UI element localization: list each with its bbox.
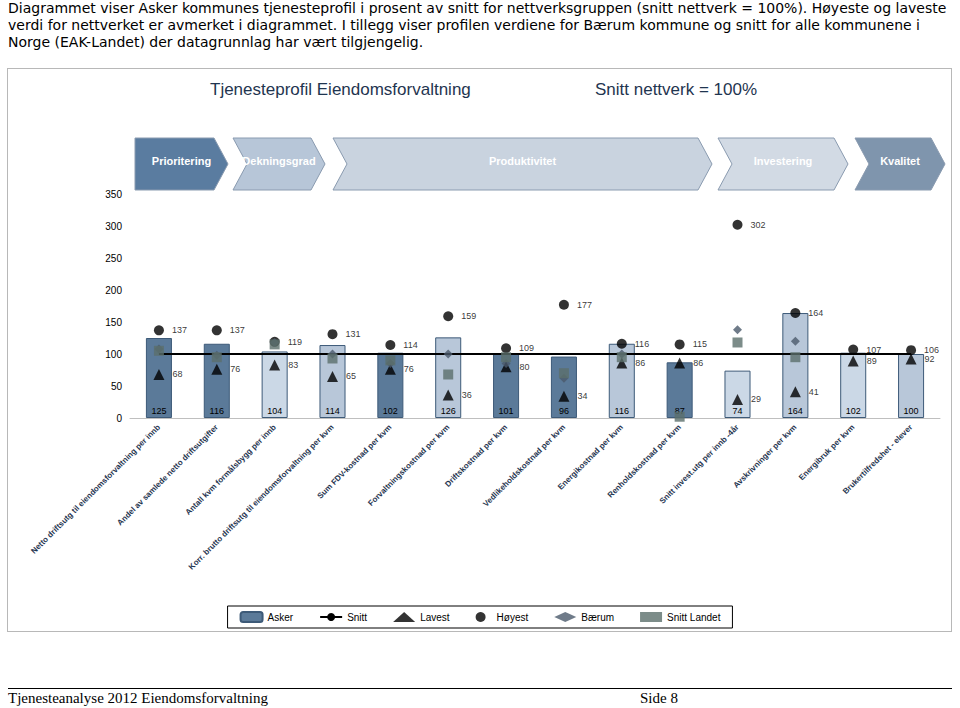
svg-text:Energibruk per kvm: Energibruk per kvm xyxy=(797,423,856,482)
svg-text:Kvalitet: Kvalitet xyxy=(880,155,920,167)
svg-text:100: 100 xyxy=(904,406,919,416)
svg-text:Sum FDV-kostnad per kvm: Sum FDV-kostnad per kvm xyxy=(315,422,394,501)
svg-text:65: 65 xyxy=(346,371,356,381)
svg-text:0: 0 xyxy=(116,413,122,424)
svg-text:116: 116 xyxy=(615,406,629,416)
svg-text:137: 137 xyxy=(172,325,187,335)
svg-text:Bærum: Bærum xyxy=(581,612,614,623)
svg-text:Renholdskostnad per kvm: Renholdskostnad per kvm xyxy=(605,422,683,500)
svg-text:164: 164 xyxy=(788,406,803,416)
svg-text:Investering: Investering xyxy=(754,155,813,167)
svg-text:83: 83 xyxy=(288,360,298,370)
svg-text:101: 101 xyxy=(499,406,514,416)
svg-text:Produktivitet: Produktivitet xyxy=(489,155,557,167)
svg-text:115: 115 xyxy=(693,339,707,349)
svg-text:116: 116 xyxy=(210,406,224,416)
svg-text:76: 76 xyxy=(404,364,414,374)
svg-text:Tjenesteprofil Eiendomsforvalt: Tjenesteprofil Eiendomsforvaltning xyxy=(210,80,471,99)
svg-text:86: 86 xyxy=(693,358,703,368)
svg-text:137: 137 xyxy=(230,325,245,335)
svg-text:125: 125 xyxy=(151,406,166,416)
svg-text:250: 250 xyxy=(105,253,122,264)
svg-text:50: 50 xyxy=(111,381,123,392)
svg-text:109: 109 xyxy=(519,343,534,353)
svg-text:116: 116 xyxy=(635,339,649,349)
svg-text:86: 86 xyxy=(635,358,645,368)
svg-text:Andel av samlede netto driftsu: Andel av samlede netto driftsutgifter xyxy=(115,423,220,528)
svg-text:Snitt Landet: Snitt Landet xyxy=(667,612,721,623)
svg-text:29: 29 xyxy=(751,394,761,404)
svg-text:36: 36 xyxy=(462,390,472,400)
svg-text:Høyest: Høyest xyxy=(497,612,529,623)
svg-text:350: 350 xyxy=(105,189,122,200)
svg-text:126: 126 xyxy=(441,406,456,416)
svg-text:Avskrivninger per kvm: Avskrivninger per kvm xyxy=(731,423,798,490)
svg-text:74: 74 xyxy=(732,406,742,416)
svg-text:302: 302 xyxy=(751,220,766,230)
svg-text:102: 102 xyxy=(383,406,398,416)
svg-text:Asker: Asker xyxy=(268,612,294,623)
svg-text:Vedlikeholdskostnad per kvm: Vedlikeholdskostnad per kvm xyxy=(481,423,567,509)
svg-text:150: 150 xyxy=(105,317,122,328)
svg-text:114: 114 xyxy=(325,406,339,416)
svg-text:104: 104 xyxy=(267,406,282,416)
svg-text:Netto driftsutg til eiendomsfo: Netto driftsutg til eiendomsforvaltning … xyxy=(29,423,162,556)
svg-text:114: 114 xyxy=(403,340,417,350)
svg-text:80: 80 xyxy=(520,362,530,372)
svg-text:Lavest: Lavest xyxy=(420,612,450,623)
svg-text:87: 87 xyxy=(674,405,685,416)
svg-text:300: 300 xyxy=(105,221,122,232)
svg-text:107: 107 xyxy=(866,345,881,355)
svg-text:131: 131 xyxy=(346,329,361,339)
svg-text:Driftskostnad per kvm: Driftskostnad per kvm xyxy=(443,423,509,489)
svg-text:92: 92 xyxy=(925,354,935,364)
svg-text:106: 106 xyxy=(924,345,939,355)
svg-text:89: 89 xyxy=(867,356,877,366)
svg-text:Antall kvm formålsbygg per inn: Antall kvm formålsbygg per innb xyxy=(184,423,278,517)
svg-text:100: 100 xyxy=(105,349,122,360)
svg-text:41: 41 xyxy=(809,387,819,397)
svg-text:34: 34 xyxy=(577,391,587,401)
svg-text:Snitt: Snitt xyxy=(347,612,367,623)
svg-text:Forvaltningskostnad per kvm: Forvaltningskostnad per kvm xyxy=(366,423,451,508)
svg-text:Snitt invest.utg per innb -4år: Snitt invest.utg per innb -4år xyxy=(658,423,741,506)
html-text:Side 8: Side 8 xyxy=(640,690,678,706)
svg-text:119: 119 xyxy=(288,337,302,347)
svg-text:164: 164 xyxy=(808,308,823,318)
svg-text:68: 68 xyxy=(172,369,182,379)
svg-text:Korr. brutto driftsutg til eie: Korr. brutto driftsutg til eiendomsforva… xyxy=(187,423,336,572)
svg-text:159: 159 xyxy=(461,311,476,321)
svg-text:96: 96 xyxy=(559,406,569,416)
svg-text:Prioritering: Prioritering xyxy=(152,155,211,167)
svg-text:200: 200 xyxy=(105,285,122,296)
svg-text:102: 102 xyxy=(846,406,861,416)
svg-text:Dekningsgrad: Dekningsgrad xyxy=(242,155,315,167)
svg-text:76: 76 xyxy=(230,364,240,374)
html-text:Tjenesteanalyse 2012 Eiendomsf: Tjenesteanalyse 2012 Eiendomsforvaltning xyxy=(8,690,268,706)
svg-text:177: 177 xyxy=(577,300,592,310)
svg-text:Snitt nettverk = 100%: Snitt nettverk = 100% xyxy=(595,80,757,99)
svg-text:Brukertilfredshet - elever: Brukertilfredshet - elever xyxy=(841,423,914,496)
svg-text:Energikostnad per kvm: Energikostnad per kvm xyxy=(556,423,625,492)
html-text:Diagrammet viser Asker kommune: Diagrammet viser Asker kommunes tjeneste… xyxy=(8,0,947,50)
